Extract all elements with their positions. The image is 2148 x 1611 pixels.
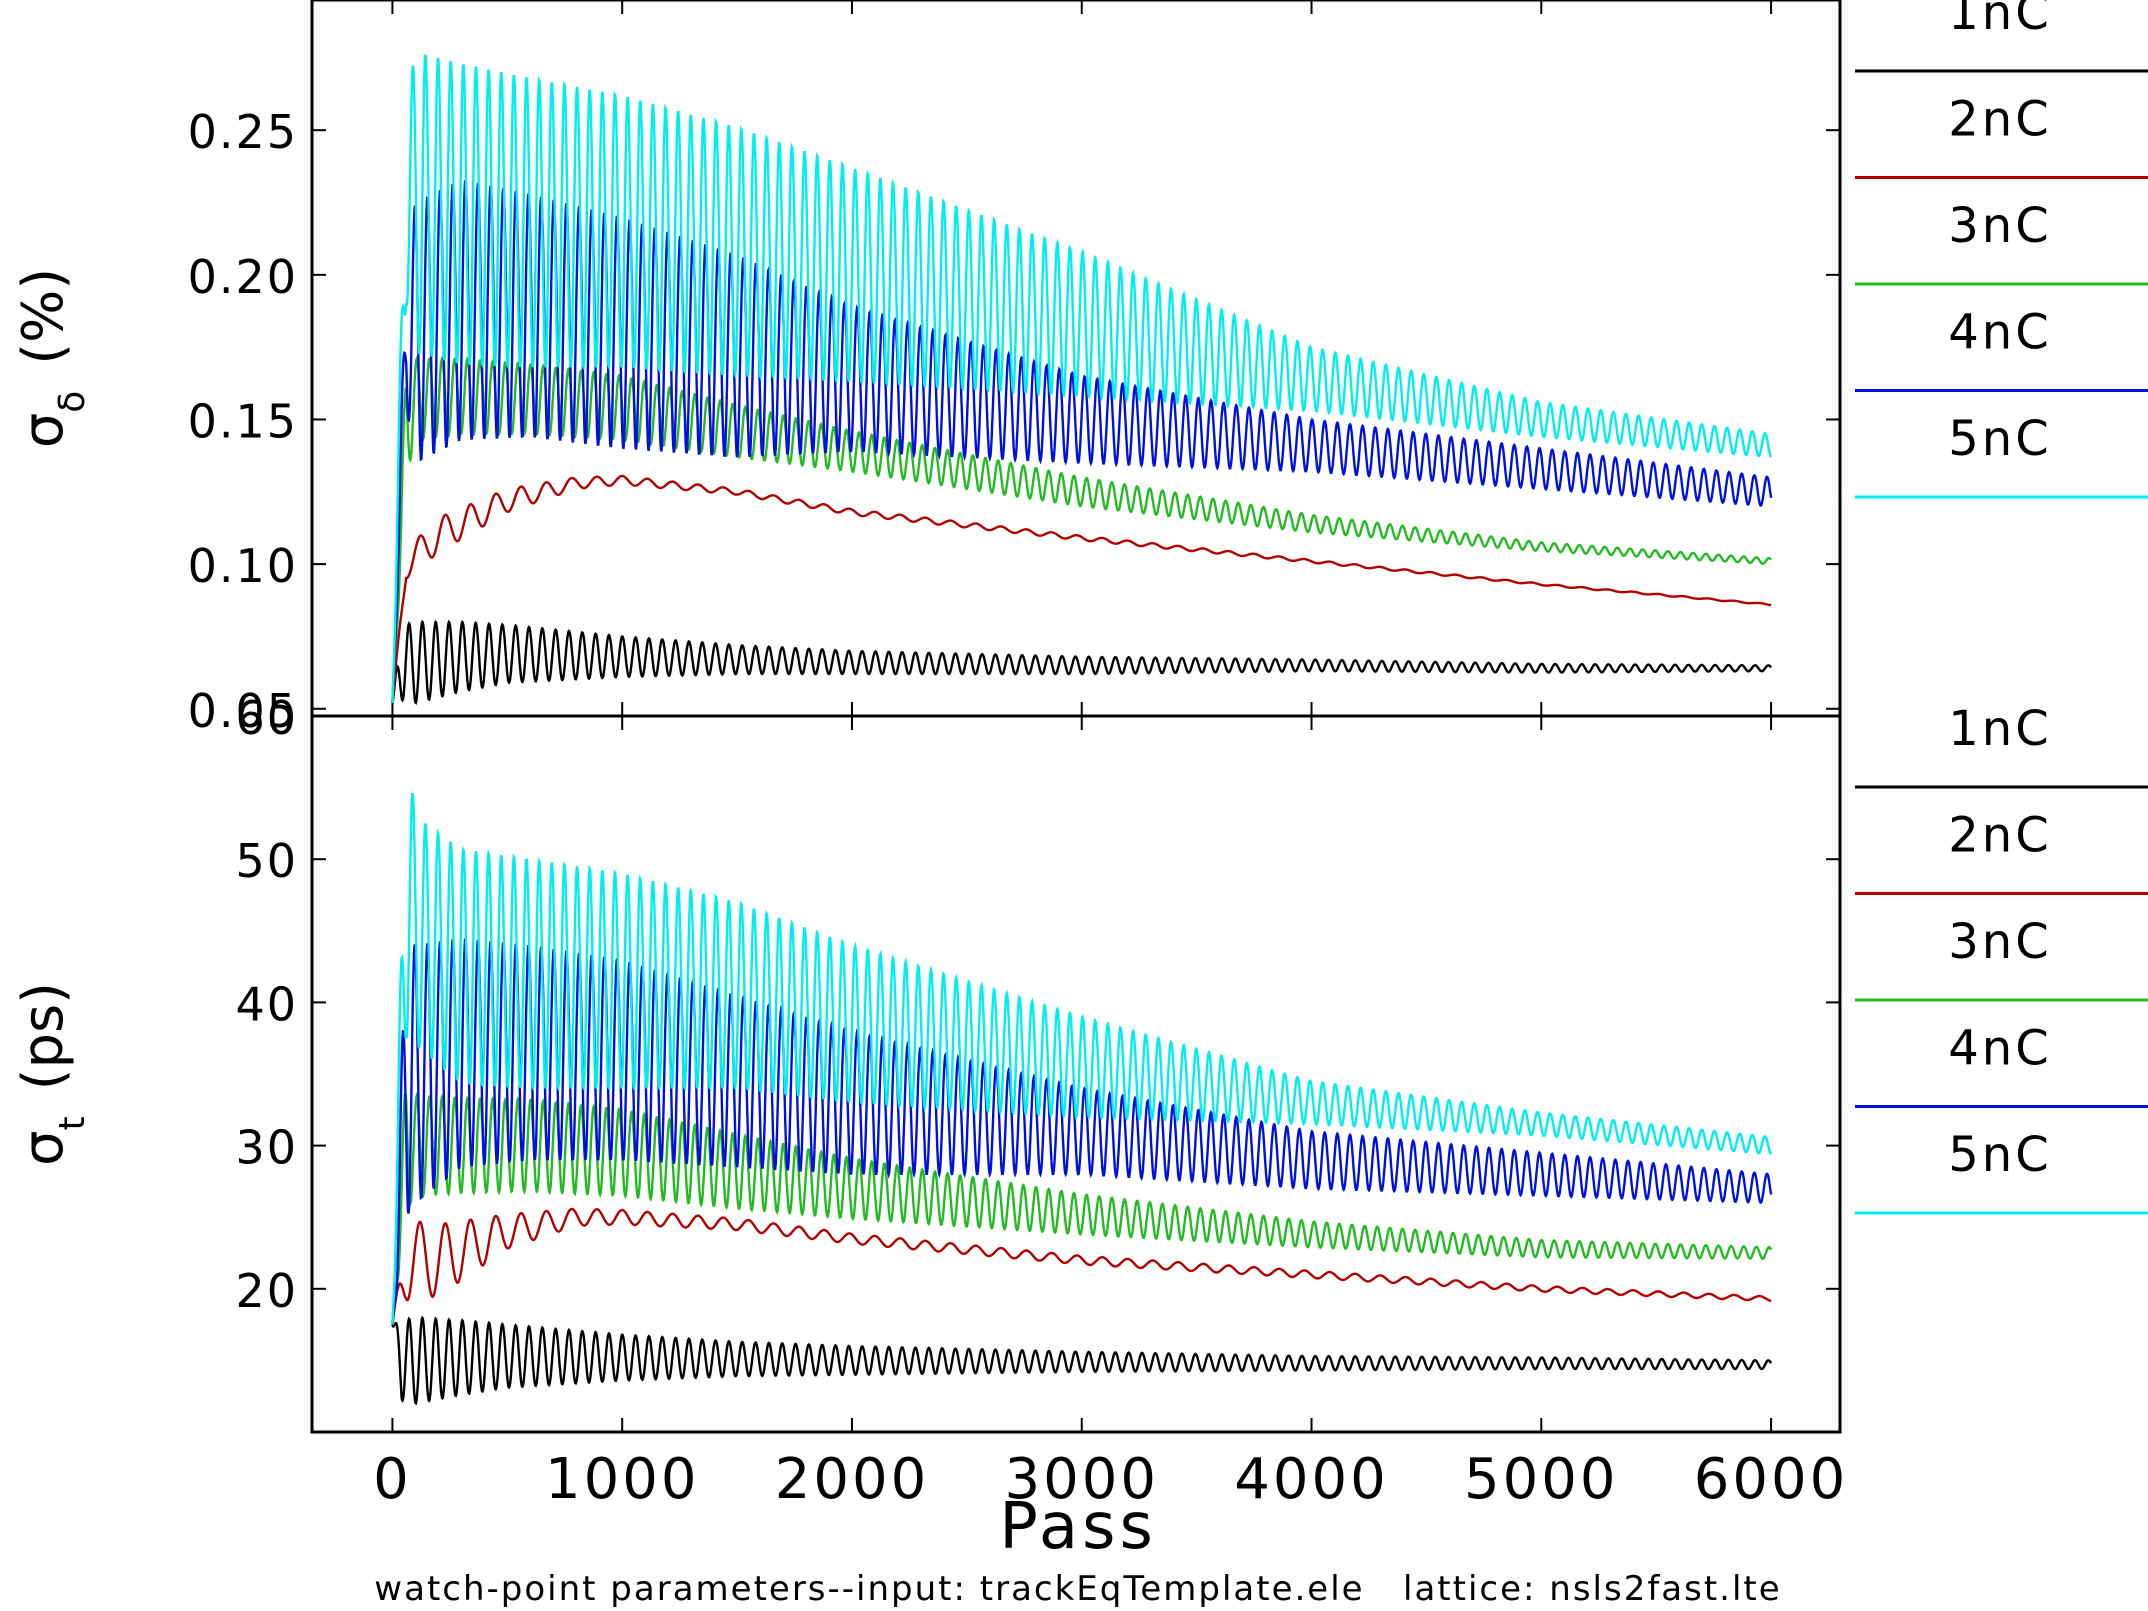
y-tick-label: 60 [235,691,298,745]
footer-caption: watch-point parameters--input: trackEqTe… [374,1569,1781,1609]
legend-label: 1nC [1948,701,2051,757]
x-tick-label: 3000 [1004,1447,1159,1512]
series-line-4nC [391,938,1773,1325]
y-tick-label: 0.05 [188,684,298,738]
legend-label: 4nC [1948,1021,2051,1077]
series-line-2nC [391,1207,1772,1325]
x-tick-label: 2000 [775,1447,930,1512]
x-tick-label: 5000 [1464,1447,1619,1512]
series-group [391,54,1773,705]
legend-label: 4nC [1948,305,2051,361]
series-line-2nC [391,474,1772,704]
series-group [391,792,1773,1406]
plot-frame [310,714,1842,1434]
panel-momentum-spread: 0.05 0.10 0.15 0.20 0.25 σδ(%) 1nC 2nC 3nC 4nC 5nC [11,0,2148,738]
y-tick-label: 40 [235,977,298,1031]
legend-label: 3nC [1948,914,2051,970]
x-axis-label: Pass [999,1490,1157,1564]
y-tick-label: 0.10 [188,539,298,593]
legend-label: 3nC [1948,198,2051,254]
series-line-1nC [391,619,1772,705]
y-tick-label: 0.20 [188,250,298,304]
x-tick-label: 0 [373,1447,412,1512]
legend-label: 5nC [1948,1127,2051,1183]
x-tick-label: 1000 [545,1447,700,1512]
y-axis-label: σt(ps) [11,982,93,1166]
y-tick-label: 20 [235,1264,298,1318]
series-line-5nC [391,792,1772,1325]
y-tick-label: 30 [235,1121,298,1175]
series-line-4nC [391,180,1773,704]
series-line-5nC [391,54,1773,704]
y-tick-label: 0.15 [188,394,298,448]
x-tick-label: 4000 [1234,1447,1389,1512]
x-tick-label: 6000 [1694,1447,1849,1512]
y-axis-label: σδ(%) [11,268,93,448]
series-line-1nC [391,1315,1773,1406]
y-tick-label: 50 [235,834,298,888]
legend-label: 2nC [1948,808,2051,864]
panel-bunch-length: 20 30 40 50 60 0 1000 2000 3000 4000 5000 6000 σt(ps… [11,691,2148,1512]
legend-label: 1nC [1948,0,2051,41]
y-tick-label: 0.25 [188,105,298,159]
legend-label: 2nC [1948,92,2051,148]
legend-label: 5nC [1948,411,2051,467]
